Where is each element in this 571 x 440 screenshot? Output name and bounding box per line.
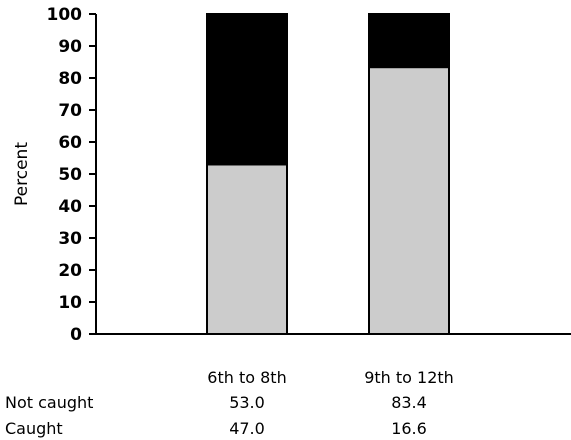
table-cell-1-1: 53.0	[229, 393, 265, 412]
table-row-label-1: Not caught	[5, 393, 93, 412]
y-axis-ticks: 0 10 20 30 40 50 60 70 80 90 100	[47, 5, 96, 345]
table-cell-2-1: 47.0	[229, 419, 265, 438]
y-tick-label-50: 50	[58, 165, 82, 185]
bar-not-caught-1	[206, 163, 288, 335]
data-table: Not caught 53.0 83.4 Caught 47.0 16.6	[5, 393, 427, 438]
y-tick-label-80: 80	[58, 69, 82, 89]
y-tick-label-20: 20	[58, 261, 82, 281]
bar-caught-2	[368, 13, 450, 69]
y-tick-label-30: 30	[58, 229, 82, 249]
bars	[206, 13, 450, 336]
y-tick-label-60: 60	[58, 133, 82, 153]
category-label-2: 9th to 12th	[364, 368, 454, 387]
y-tick-label-100: 100	[47, 5, 83, 25]
y-tick-label-10: 10	[58, 293, 82, 313]
y-axis-title: Percent	[12, 142, 32, 206]
table-cell-1-2: 83.4	[391, 393, 427, 412]
bar-not-caught-2	[368, 66, 450, 336]
category-labels: 6th to 8th 9th to 12th	[207, 368, 454, 387]
y-tick-label-0: 0	[70, 325, 82, 345]
y-tick-label-70: 70	[58, 101, 82, 121]
y-tick-label-40: 40	[58, 197, 82, 217]
category-label-1: 6th to 8th	[207, 368, 286, 387]
y-tick-label-90: 90	[58, 37, 82, 57]
table-cell-2-2: 16.6	[391, 419, 427, 438]
bar-caught-1	[206, 13, 288, 166]
table-row-label-2: Caught	[5, 419, 63, 438]
